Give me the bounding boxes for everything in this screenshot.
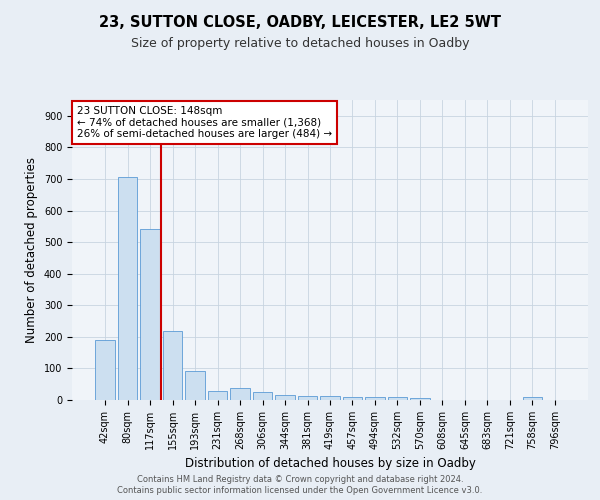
Text: 23, SUTTON CLOSE, OADBY, LEICESTER, LE2 5WT: 23, SUTTON CLOSE, OADBY, LEICESTER, LE2 … [99, 15, 501, 30]
Bar [275, 396, 295, 400]
Bar [95, 340, 115, 400]
Bar [230, 388, 250, 400]
Text: 23 SUTTON CLOSE: 148sqm
← 74% of detached houses are smaller (1,368)
26% of semi: 23 SUTTON CLOSE: 148sqm ← 74% of detache… [77, 106, 332, 139]
Bar [320, 396, 340, 400]
Text: Contains public sector information licensed under the Open Government Licence v3: Contains public sector information licen… [118, 486, 482, 495]
Bar [388, 397, 407, 400]
Bar [365, 397, 385, 400]
Text: Size of property relative to detached houses in Oadby: Size of property relative to detached ho… [131, 38, 469, 51]
Bar [163, 330, 182, 400]
Bar [523, 397, 542, 400]
Text: Contains HM Land Registry data © Crown copyright and database right 2024.: Contains HM Land Registry data © Crown c… [137, 475, 463, 484]
Bar [185, 371, 205, 400]
Bar [140, 230, 160, 400]
Bar [298, 396, 317, 400]
Bar [208, 392, 227, 400]
X-axis label: Distribution of detached houses by size in Oadby: Distribution of detached houses by size … [185, 458, 475, 470]
Y-axis label: Number of detached properties: Number of detached properties [25, 157, 38, 343]
Bar [410, 398, 430, 400]
Bar [253, 392, 272, 400]
Bar [118, 176, 137, 400]
Bar [343, 397, 362, 400]
